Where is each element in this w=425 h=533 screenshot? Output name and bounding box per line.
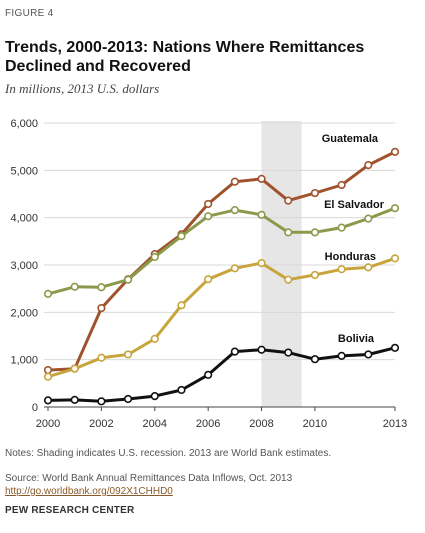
series-line [47,256,396,379]
chart-title: Trends, 2000-2013: Nations Where Remitta… [5,39,365,75]
data-point [123,275,133,284]
data-point [177,232,186,241]
x-tick-label: 2000 [36,418,60,430]
data-point [177,385,186,395]
data-point [257,345,266,354]
y-tick-label: 0 [32,402,38,414]
data-point [97,397,106,406]
data-point [123,350,133,359]
x-tick-label: 2002 [89,418,113,430]
series-line [47,346,396,403]
data-point [230,347,239,356]
data-point [230,205,239,215]
data-point [310,270,320,280]
data-point [150,334,159,343]
chart-note: Notes: Shading indicates U.S. recession.… [5,448,332,459]
chart-source: Source: World Bank Annual Remittances Da… [5,473,293,484]
series-line [47,150,396,372]
data-point [337,351,346,360]
data-point [257,174,266,183]
data-point [204,370,213,379]
x-tick-label: 2004 [143,418,167,430]
data-point [310,188,320,198]
data-point [43,372,53,381]
data-point [70,282,79,291]
chart-subtitle: In millions, 2013 U.S. dollars [5,81,160,96]
data-point [230,264,239,273]
data-point [364,263,373,272]
data-point [43,289,53,298]
data-point [364,161,373,170]
data-point [70,395,79,405]
y-tick-label: 3,000 [10,260,38,272]
data-point [284,228,293,237]
data-point [230,177,239,186]
series-label: Honduras [325,251,376,263]
y-tick-label: 1,000 [10,355,38,367]
data-point [284,348,293,357]
y-tick-label: 5,000 [10,165,38,177]
data-point [390,254,400,263]
data-point [97,303,106,313]
data-point [310,228,320,237]
data-point [390,147,400,156]
series-label: Guatemala [322,133,379,145]
data-point [284,275,293,284]
data-point [204,199,213,209]
series-label: Bolivia [338,333,375,345]
data-point [257,259,266,268]
data-point [257,210,266,219]
x-tick-label: 2006 [196,418,220,430]
series-line [47,206,396,296]
recession-shading [261,121,302,407]
data-point [390,343,400,352]
figure-label: FIGURE 4 [5,8,54,19]
data-point [150,392,159,401]
data-point [337,180,346,190]
x-tick-label: 2008 [249,418,273,430]
data-point [310,355,320,364]
credit-line: PEW RESEARCH CENTER [5,505,135,516]
y-tick-label: 2,000 [10,307,38,319]
data-point [204,212,213,221]
data-point [97,353,106,362]
data-point [337,265,346,274]
y-tick-label: 6,000 [10,118,38,130]
data-point [177,301,186,310]
data-point [43,396,53,405]
source-link[interactable]: http://go.worldbank.org/092X1CHHD0 [5,486,173,497]
y-tick-label: 4,000 [10,213,38,225]
line-chart: 0 1,000 2,000 3,000 4,000 5,000 6,000 2000 2002 2… [10,118,407,430]
data-point [123,394,133,404]
x-tick-label: 2010 [303,418,327,430]
data-point [337,223,346,232]
series-label: El Salvador [324,199,385,211]
data-point [390,204,400,213]
x-tick-label: 2013 [383,418,407,430]
data-point [97,283,106,292]
data-point [150,252,159,262]
data-point [43,365,53,375]
data-point [284,196,293,205]
data-point [364,350,373,359]
data-point [70,364,79,373]
data-point [364,214,373,223]
data-point [204,275,213,284]
